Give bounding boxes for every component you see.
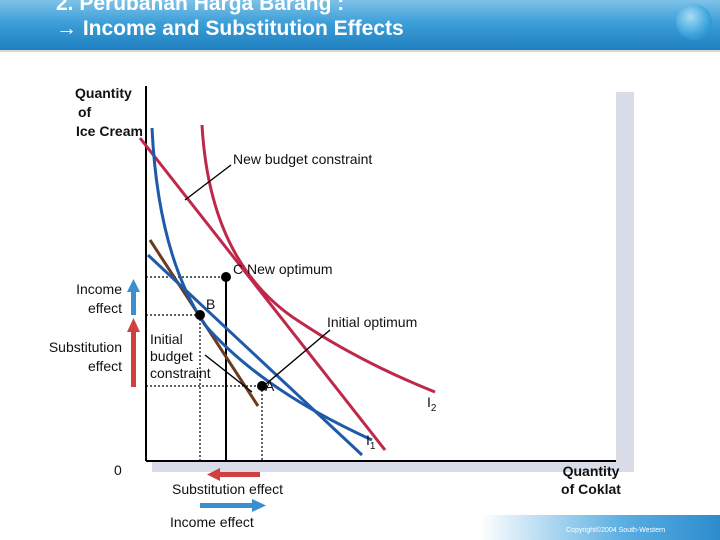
- bottom-decoration: [480, 515, 720, 540]
- point-c: [221, 272, 231, 282]
- new-optimum-label: C New optimum: [233, 261, 333, 277]
- x-axis-label: Quantity of Coklat: [553, 462, 629, 498]
- y-axis-label-line-2: of: [78, 104, 92, 120]
- income-effect-label: Income effect: [52, 280, 122, 318]
- legend-income-effect: Income effect: [170, 514, 254, 530]
- x-axis-label-line-2: of Coklat: [561, 481, 621, 497]
- point-b: [195, 310, 205, 320]
- point-a-label: A: [265, 378, 275, 394]
- income-effect-arrow-right-icon: [200, 499, 266, 512]
- i1-label: I1: [366, 432, 375, 452]
- dotted-guides: [146, 276, 263, 461]
- copyright-text: Copyright©2004 South-Western: [566, 527, 666, 534]
- y-axis-label-line-3: Ice Cream: [76, 123, 143, 139]
- i2-label: I2: [427, 394, 436, 414]
- substitution-effect-line-1: Substitution: [48, 339, 122, 355]
- legend-substitution-effect: Substitution effect: [172, 481, 284, 497]
- indifference-curve-i2: [200, 124, 436, 394]
- origin-label: 0: [114, 462, 122, 478]
- income-effect-arrow-up-icon: [127, 279, 140, 315]
- panel-background: [146, 86, 616, 461]
- new-budget-constraint-label: New budget constraint: [233, 151, 373, 167]
- initial-optimum-label: Initial optimum: [327, 314, 418, 330]
- initial-budget-line-2: budget: [150, 348, 193, 364]
- y-axis-label: Quantity of Ice Cream: [75, 84, 143, 141]
- slide-title-line-2: → Income and Substitution Effects: [56, 17, 404, 40]
- slide-title-line-1: 2. Perubahan Harga Barang :: [56, 0, 345, 15]
- initial-budget-line-1: Initial: [150, 331, 183, 347]
- substitution-effect-line-2: effect: [88, 358, 122, 374]
- decorative-knob-icon: [676, 4, 712, 40]
- new-budget-constraint-line: [138, 137, 387, 451]
- initial-budget-constraint-label: Initial budget constraint: [150, 331, 211, 382]
- substitution-effect-arrow-up-icon: [127, 318, 140, 387]
- substitution-effect-arrow-left-icon: [207, 468, 260, 481]
- y-axis-label-line-1: Quantity: [75, 85, 132, 101]
- pointer-new-budget: [184, 164, 232, 201]
- i1-subscript: 1: [369, 440, 376, 452]
- x-axis-label-line-1: Quantity: [562, 463, 620, 479]
- title-bar: 2. Perubahan Harga Barang : → Income and…: [0, 0, 720, 52]
- substitution-effect-label: Substitution effect: [22, 338, 122, 376]
- i1-base: I: [366, 432, 370, 448]
- initial-budget-line-3: constraint: [150, 365, 211, 381]
- point-b-label: B: [206, 296, 216, 312]
- i2-base: I: [427, 394, 431, 410]
- pointer-initial-optimum: [265, 329, 331, 385]
- pointer-initial-budget: [204, 354, 253, 393]
- indifference-curve-i1: [150, 127, 373, 442]
- i2-subscript: 2: [430, 402, 437, 414]
- income-effect-line-1: Income: [76, 281, 122, 297]
- income-effect-line-2: effect: [88, 300, 122, 316]
- point-a: [257, 381, 267, 391]
